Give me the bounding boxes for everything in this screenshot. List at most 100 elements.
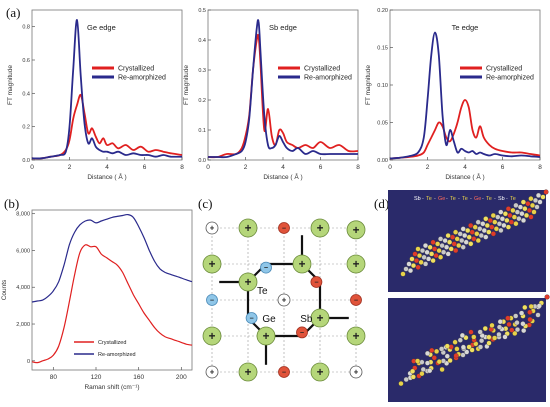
cation-site: [238, 218, 258, 238]
charge-symbol: +: [263, 330, 270, 343]
atom: [469, 229, 475, 235]
atom: [483, 234, 489, 240]
chain-label-te: Te: [510, 196, 516, 202]
plot-frame: [389, 9, 541, 161]
y-tick-label: 0.8: [22, 25, 30, 31]
cation-site: [346, 326, 366, 346]
atom: [514, 209, 520, 215]
atom: [444, 353, 450, 359]
atom: [490, 212, 496, 219]
chain-label-te: Te: [426, 196, 432, 202]
x-axis-label: Raman shift (cm⁻¹): [84, 384, 139, 391]
atom: [409, 256, 415, 262]
y-tick-label: 0.10: [377, 83, 388, 89]
atom: [407, 268, 414, 274]
atom: [497, 319, 503, 325]
atom: [486, 229, 492, 235]
chart-title: Sb edge: [269, 23, 297, 32]
atom: [412, 251, 418, 257]
chart-0: 0 2 4 6 8 0.0 0.2 0.4 0.6 0.8 Distance ( Å ) FT mag…: [7, 9, 184, 181]
atom: [459, 332, 465, 338]
legend-label: Crystallized: [486, 66, 522, 73]
chain-dash: -: [482, 196, 484, 202]
charge-symbol: −: [210, 296, 214, 304]
atom: [432, 246, 438, 252]
charge-symbol: +: [210, 224, 215, 233]
y-tick-label: 0.1: [198, 128, 206, 134]
atom: [430, 239, 436, 245]
charge-symbol: +: [245, 276, 252, 289]
atom: [471, 236, 477, 242]
y-tick-label: 0.2: [22, 125, 30, 131]
atom: [520, 199, 526, 205]
series-line-0: [31, 244, 193, 364]
atom: [453, 229, 459, 235]
charge-symbol: +: [353, 224, 360, 237]
chart-3: 80 120 160 200 0 2,000 4,000 6,000 8,000 Raman sh…: [1, 209, 193, 391]
charge-symbol: +: [210, 368, 215, 377]
atom: [528, 303, 534, 310]
atom: [403, 376, 409, 383]
atom: [410, 368, 416, 374]
charge-symbol: −: [250, 314, 254, 322]
atom: [416, 253, 423, 259]
atom: [492, 335, 498, 341]
atom: [513, 313, 519, 319]
atom: [460, 344, 466, 350]
charge-symbol: +: [209, 258, 216, 271]
atom: [445, 251, 451, 257]
chain-dash: -: [470, 196, 472, 202]
atom: [456, 242, 462, 249]
atom: [477, 226, 483, 232]
atom: [415, 358, 421, 364]
panel-label-a: (a): [6, 5, 21, 20]
atom: [419, 359, 425, 365]
panel-label-b: (b): [4, 196, 20, 211]
y-tick-label: 0.3: [198, 68, 206, 74]
cation-site: [310, 362, 330, 382]
x-tick-label: 8: [180, 164, 184, 171]
charge-symbol: +: [209, 330, 216, 343]
atom: [523, 212, 530, 218]
atom: [520, 217, 527, 223]
charge-symbol: −: [300, 329, 304, 337]
atom: [521, 328, 527, 334]
x-tick-label: 6: [319, 164, 323, 171]
chain-label-te: Te: [486, 196, 492, 202]
cation-site: [346, 254, 366, 274]
atom: [468, 222, 474, 229]
atom: [479, 338, 485, 344]
atom: [462, 232, 468, 239]
plot-frame: [31, 9, 183, 161]
y-axis-label: FT magnitude: [7, 65, 14, 105]
atom: [406, 261, 412, 267]
atom: [522, 304, 528, 310]
atom: [519, 211, 525, 217]
cation-site: [202, 254, 222, 274]
y-tick-label: 0.4: [198, 38, 206, 44]
atom: [452, 339, 458, 345]
legend-label: Re-amorphized: [304, 75, 352, 82]
atom: [492, 219, 498, 225]
atom: [529, 202, 536, 208]
y-tick-label: 0: [27, 359, 30, 365]
atom: [504, 217, 510, 223]
atom: [465, 227, 471, 234]
atom: [528, 214, 534, 220]
x-tick-label: 0: [206, 164, 210, 171]
y-tick-label: 0.2: [198, 98, 206, 104]
atom: [499, 216, 505, 222]
label-te: Te: [257, 286, 268, 297]
atom: [537, 199, 543, 205]
x-axis-label: Distance ( Å ): [263, 172, 302, 181]
atom: [532, 197, 539, 203]
atom: [512, 330, 518, 336]
y-axis-label: FT magnitude: [183, 65, 190, 105]
chart-1-legend: Crystallized Re-amorphized: [278, 66, 352, 82]
cation-site: [310, 308, 330, 328]
atom: [501, 222, 507, 228]
atom: [477, 344, 484, 350]
atom: [480, 221, 486, 227]
atom: [430, 258, 436, 264]
